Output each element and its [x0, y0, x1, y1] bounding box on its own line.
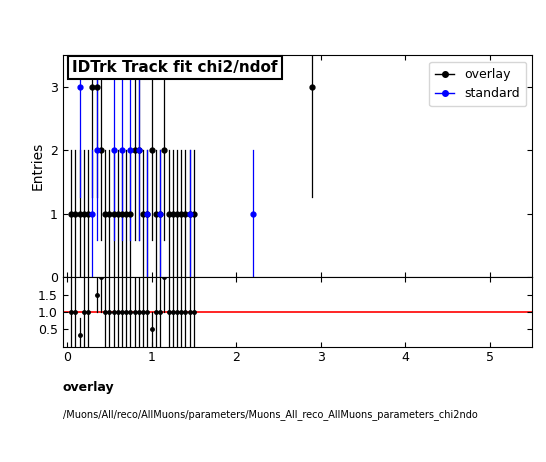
Y-axis label: Entries: Entries: [31, 142, 44, 190]
Text: overlay: overlay: [63, 381, 115, 394]
Text: /Muons/All/reco/AllMuons/parameters/Muons_All_reco_AllMuons_parameters_chi2ndo: /Muons/All/reco/AllMuons/parameters/Muon…: [63, 409, 478, 420]
Legend: overlay, standard: overlay, standard: [429, 62, 526, 106]
Text: IDTrk Track fit chi2/ndof: IDTrk Track fit chi2/ndof: [72, 60, 278, 75]
